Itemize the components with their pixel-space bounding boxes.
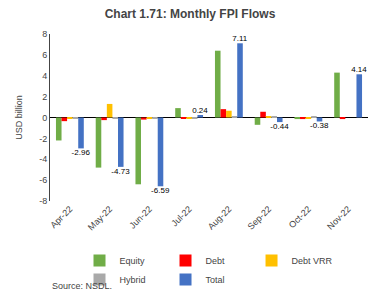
svg-text:Debt: Debt xyxy=(206,256,226,266)
svg-text:4: 4 xyxy=(42,71,47,81)
svg-text:Debt VRR: Debt VRR xyxy=(292,256,333,266)
svg-text:Nov-22: Nov-22 xyxy=(325,204,353,232)
svg-text:Aug-22: Aug-22 xyxy=(206,204,234,232)
svg-text:6: 6 xyxy=(42,50,47,60)
svg-text:-4: -4 xyxy=(39,154,47,164)
svg-text:8: 8 xyxy=(42,29,47,39)
svg-text:Chart 1.71: Monthly FPI Flows: Chart 1.71: Monthly FPI Flows xyxy=(105,7,276,21)
svg-text:Equity: Equity xyxy=(120,256,146,266)
svg-text:-2: -2 xyxy=(39,134,47,144)
svg-text:0: 0 xyxy=(42,113,47,123)
svg-text:May-22: May-22 xyxy=(86,204,114,232)
svg-text:Apr-22: Apr-22 xyxy=(48,204,74,230)
svg-text:Total: Total xyxy=(206,275,225,285)
svg-text:-6: -6 xyxy=(39,175,47,185)
svg-text:4.14: 4.14 xyxy=(351,65,367,74)
svg-text:2: 2 xyxy=(42,92,47,102)
svg-text:Jun-22: Jun-22 xyxy=(127,204,154,231)
svg-text:Source: NSDL.: Source: NSDL. xyxy=(52,281,112,291)
svg-text:Sep-22: Sep-22 xyxy=(246,204,274,232)
svg-text:-0.44: -0.44 xyxy=(270,122,289,131)
svg-text:Oct-22: Oct-22 xyxy=(287,204,313,230)
svg-text:0.24: 0.24 xyxy=(192,106,208,115)
svg-text:Jul-22: Jul-22 xyxy=(169,204,193,228)
svg-text:USD billion: USD billion xyxy=(14,95,24,140)
svg-text:-4.73: -4.73 xyxy=(111,167,130,176)
svg-text:-6.59: -6.59 xyxy=(151,186,170,195)
svg-text:-2.96: -2.96 xyxy=(72,148,91,157)
svg-text:-8: -8 xyxy=(39,196,47,206)
svg-text:7.11: 7.11 xyxy=(232,34,248,43)
svg-text:Hybrid: Hybrid xyxy=(120,275,146,285)
svg-text:-0.38: -0.38 xyxy=(310,121,329,130)
